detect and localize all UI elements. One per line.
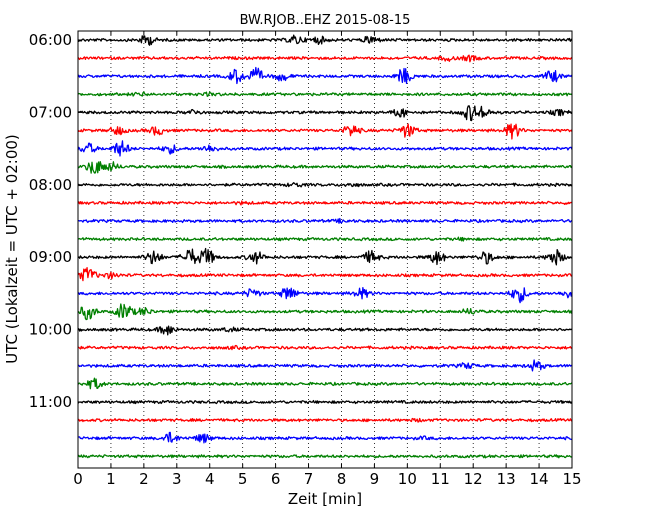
x-tick-label: 14 <box>530 470 549 488</box>
trace-line <box>77 286 573 304</box>
trace-line <box>77 140 573 157</box>
trace-line <box>77 417 573 423</box>
trace-line <box>77 66 573 85</box>
trace-line <box>77 105 573 122</box>
y-tick-label: 06:00 <box>29 31 72 49</box>
plot-frame <box>77 30 573 469</box>
trace-line <box>77 377 573 390</box>
trace-line <box>77 399 573 405</box>
x-tick-label: 8 <box>337 470 347 488</box>
x-axis-ticks: 0 1 2 3 4 5 6 7 8 9 10 11 12 13 14 15 <box>73 31 582 488</box>
x-tick-label: 10 <box>398 470 417 488</box>
y-axis-label: UTC (Lokalzeit = UTC + 02:00) <box>3 134 21 364</box>
x-tick-label: 3 <box>172 470 182 488</box>
trace-rows <box>77 34 573 459</box>
chart-title: BW.RJOB..EHZ 2015-08-15 <box>240 13 411 28</box>
y-tick-label: 10:00 <box>29 321 72 339</box>
trace-line <box>77 161 573 174</box>
vertical-grid <box>110 31 540 468</box>
trace-line <box>77 454 573 459</box>
x-tick-label: 0 <box>73 470 83 488</box>
trace-line <box>77 247 573 266</box>
trace-line <box>77 217 573 224</box>
trace-line <box>77 91 573 97</box>
trace-line <box>77 123 573 140</box>
x-tick-label: 7 <box>304 470 314 488</box>
y-tick-label: 07:00 <box>29 103 72 121</box>
x-tick-label: 5 <box>238 470 248 488</box>
x-tick-label: 9 <box>370 470 380 488</box>
x-axis-label: Zeit [min] <box>288 490 362 508</box>
trace-line <box>77 236 573 242</box>
y-axis-ticks: 06:00 07:00 08:00 09:00 10:00 11:00 <box>29 31 572 411</box>
y-tick-label: 11:00 <box>29 393 72 411</box>
trace-line <box>77 325 573 336</box>
trace-line <box>77 54 573 63</box>
y-tick-label: 08:00 <box>29 176 72 194</box>
trace-line <box>77 359 573 372</box>
x-tick-label: 15 <box>562 470 581 488</box>
x-tick-label: 1 <box>106 470 116 488</box>
x-tick-label: 2 <box>139 470 149 488</box>
y-tick-label: 09:00 <box>29 248 72 266</box>
trace-line <box>77 344 573 351</box>
trace-line <box>77 266 573 282</box>
x-tick-label: 4 <box>205 470 215 488</box>
trace-line <box>77 431 573 444</box>
trace-line <box>77 200 573 206</box>
trace-line <box>77 34 573 46</box>
x-tick-label: 12 <box>464 470 483 488</box>
x-tick-label: 13 <box>497 470 516 488</box>
x-tick-label: 6 <box>271 470 281 488</box>
x-tick-label: 11 <box>431 470 450 488</box>
trace-line <box>77 182 573 188</box>
trace-line <box>77 303 573 321</box>
